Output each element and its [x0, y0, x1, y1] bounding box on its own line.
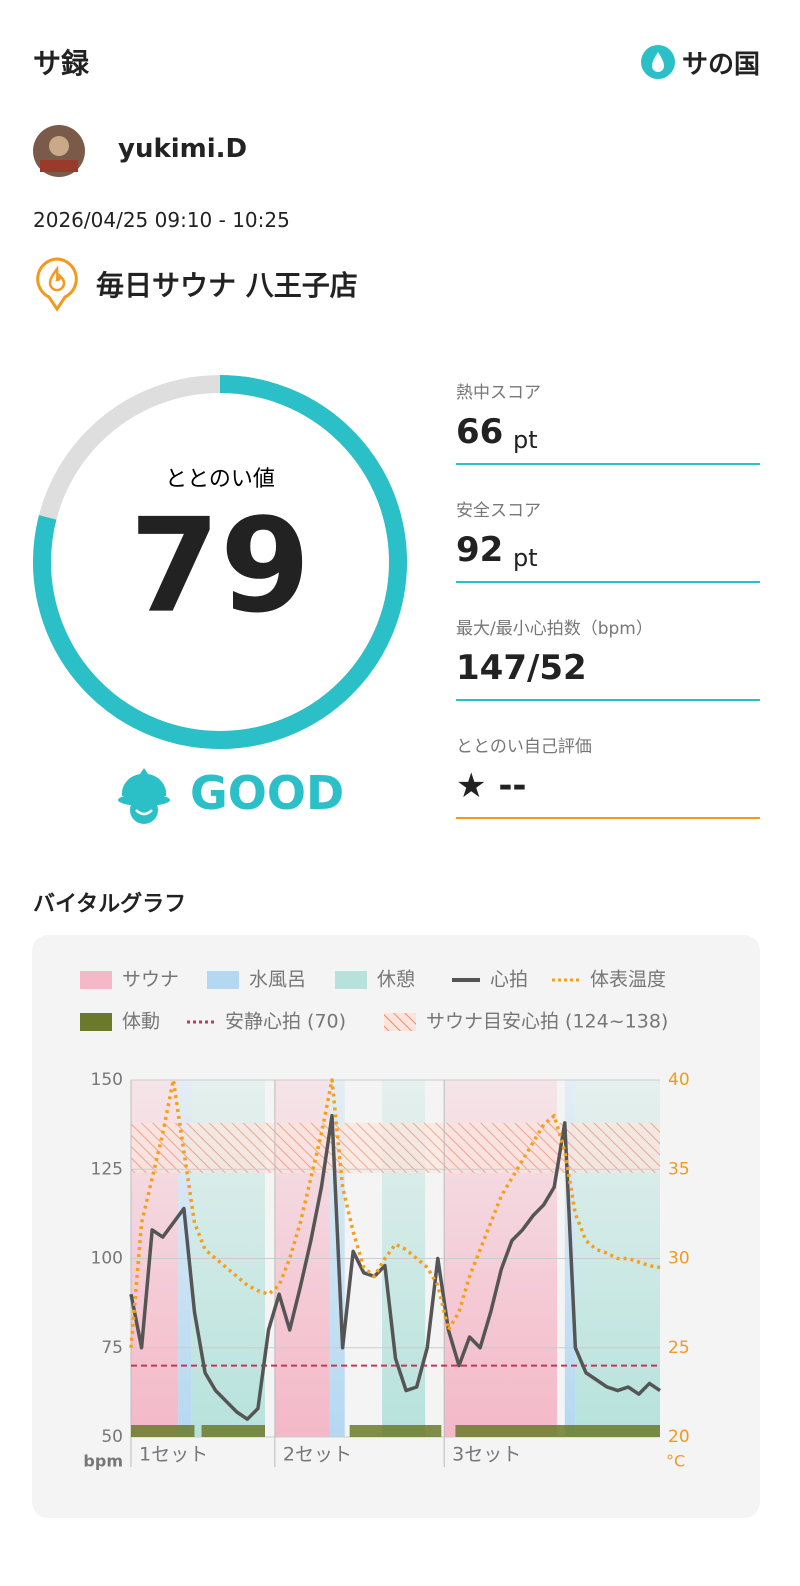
legend-label: サウナ目安心拍 (124~138) — [426, 1011, 668, 1033]
stat-label: 安全スコア — [456, 501, 541, 521]
legend-label: 安静心拍 (70) — [225, 1011, 346, 1033]
stat-unit: pt — [513, 544, 538, 572]
stat-underline — [456, 581, 760, 583]
visit-datetime: 2026/04/25 09:10 - 10:25 — [33, 208, 290, 232]
stat-value: 92 — [456, 530, 504, 570]
rating-icon — [118, 768, 170, 824]
stat-unit: pt — [513, 426, 538, 454]
movement — [349, 1425, 442, 1437]
y2-tick-label: 30 — [668, 1249, 690, 1269]
legend-swatch — [384, 1013, 416, 1031]
legend-label: 体表温度 — [590, 969, 666, 991]
stat-label: ととのい自己評価 — [456, 737, 592, 757]
page-title: サ録 — [33, 47, 90, 80]
target-band — [131, 1122, 660, 1173]
brand[interactable]: サの国 — [682, 50, 761, 80]
section-title: バイタルグラフ — [33, 892, 187, 917]
facility-icon — [36, 257, 78, 312]
y2-tick-label: 40 — [668, 1070, 690, 1090]
avatar[interactable] — [32, 124, 86, 178]
score-arc — [33, 375, 407, 749]
y-tick-label: 50 — [101, 1427, 123, 1447]
legend-label: 休憩 — [377, 969, 415, 991]
y-tick-label: 100 — [91, 1249, 123, 1269]
legend-label: サウナ — [122, 969, 179, 991]
user-name[interactable]: yukimi.D — [118, 134, 248, 164]
movement — [201, 1425, 266, 1437]
stat-label: 最大/最小心拍数（bpm） — [456, 619, 653, 639]
stat-underline — [456, 699, 760, 701]
y-tick-label: 150 — [91, 1070, 123, 1090]
y2-tick-label: 20 — [668, 1427, 690, 1447]
legend-swatch — [335, 971, 367, 989]
y2-tick-label: 25 — [668, 1338, 690, 1358]
y-tick-label: 125 — [91, 1159, 123, 1179]
temperature-line — [129, 1078, 661, 1348]
set-label: 3セット — [452, 1444, 521, 1466]
y-axis-label: bpm — [83, 1452, 123, 1471]
facility-name[interactable]: 毎日サウナ 八王子店 — [96, 269, 358, 302]
stat-underline — [456, 817, 760, 819]
stat-value: 147/52 — [456, 648, 587, 688]
stat-value: ★ -- — [456, 766, 527, 806]
legend-label: 心拍 — [490, 969, 528, 991]
score-label: ととのい値 — [165, 467, 275, 492]
y2-tick-label: 35 — [668, 1159, 690, 1179]
movement — [131, 1425, 195, 1437]
y2-axis-label: °C — [666, 1452, 685, 1471]
heart-rate-line — [129, 1113, 661, 1421]
stat-underline — [456, 463, 760, 465]
legend-swatch — [80, 1013, 112, 1031]
chart: 50 75 100 125 150 20 25 30 35 40 bpm °C 1セット 2セット 3セット… — [80, 969, 690, 1471]
brand-icon — [641, 45, 675, 79]
stat-value: 66 — [456, 412, 504, 452]
set-label: 2セット — [283, 1444, 352, 1466]
stat-label: 熱中スコア — [456, 383, 541, 403]
movement — [455, 1425, 660, 1437]
legend-label: 体動 — [122, 1011, 160, 1033]
legend-swatch — [207, 971, 239, 989]
legend-swatch — [80, 971, 112, 989]
score-gauge: ととのい値 79 — [33, 375, 407, 749]
score-value: 79 — [130, 490, 311, 642]
set-label: 1セット — [139, 1444, 208, 1466]
rating: GOOD — [190, 766, 345, 820]
legend-label: 水風呂 — [249, 969, 306, 991]
y-tick-label: 75 — [101, 1338, 123, 1358]
